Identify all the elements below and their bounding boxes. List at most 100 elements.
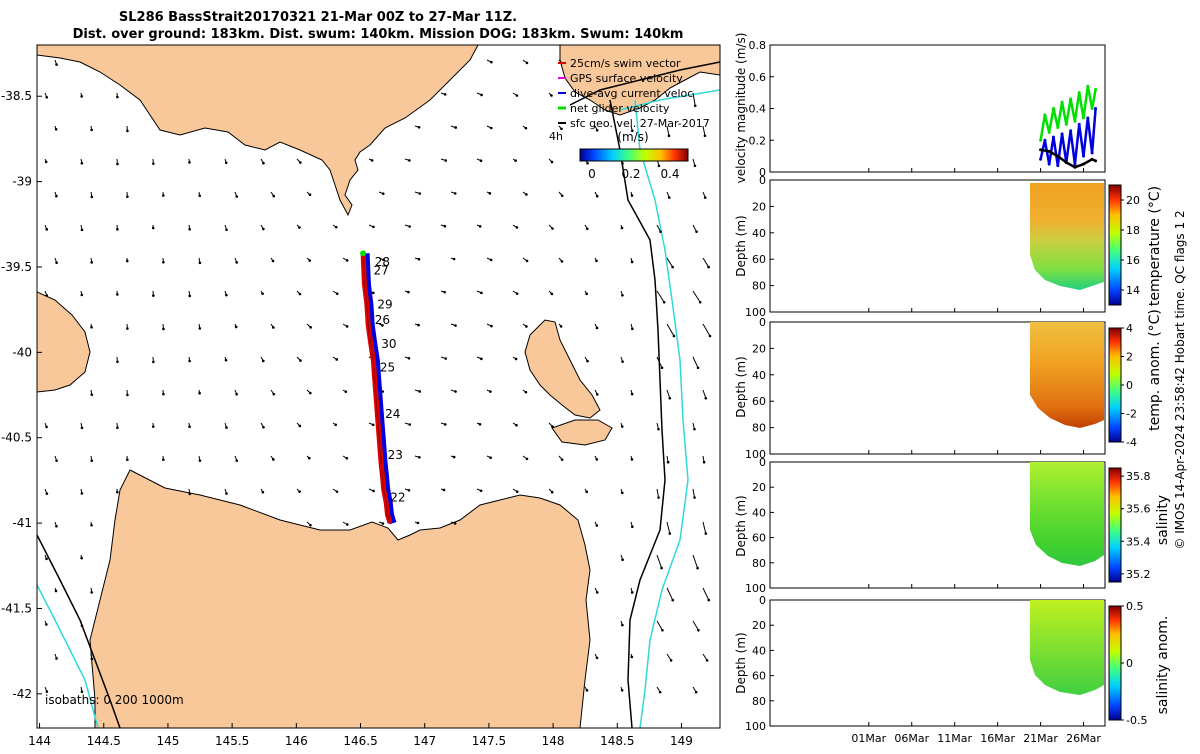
velocity-arrow-head (631, 194, 634, 197)
velocity-point (1078, 123, 1081, 126)
depth-tick-label: 80 (752, 422, 766, 435)
velocity-arrow-head (188, 228, 191, 231)
velocity-arrow-head (668, 134, 671, 137)
temperature-cbar-label: temperature (°C) (1147, 186, 1163, 306)
velocity-arrow-head (454, 324, 457, 327)
velocity-arrow-head (479, 423, 482, 426)
velocity-arrow-head (703, 461, 706, 464)
velocity-arrow-head (660, 567, 663, 570)
velocity-arrow-head (199, 262, 202, 265)
legend-swim: 25cm/s swim vector (570, 57, 681, 70)
temp-anom-cbar-label: temp. anom. (°C) (1147, 309, 1163, 431)
velocity-point (1082, 117, 1085, 120)
velocity-arrow-head (91, 196, 94, 199)
velocity-arrow-head (516, 226, 519, 229)
velocity-arrow-head (80, 557, 83, 560)
velocity-arrow-head (444, 159, 447, 162)
velocity-arrow-head (372, 292, 375, 295)
velocity-arrow-head (199, 459, 202, 462)
velocity-arrow-head (116, 163, 119, 166)
velocity-arrow-head (382, 522, 385, 525)
velocity-arrow-head (526, 260, 529, 263)
velocity-arrow-head (709, 335, 712, 338)
velocity-point (1073, 166, 1076, 169)
cbar-tick-label: 35.2 (1126, 568, 1151, 581)
velocity-point (1069, 129, 1072, 132)
footer-credit: © IMOS 14-Apr-2024 23:58:42 Hobart time.… (1173, 210, 1187, 549)
velocity-arrow-head (152, 162, 155, 165)
velocity-arrow-head (525, 127, 528, 130)
velocity-arrow-head (696, 567, 699, 570)
lat-tick-label: -42 (12, 687, 32, 701)
velocity-arrow-head (490, 61, 493, 64)
lon-tick-label: 149 (670, 734, 693, 748)
depth-tick-label: 60 (752, 395, 766, 408)
velocity-arrow-head (45, 96, 48, 99)
velocity-arrow-head (235, 261, 238, 264)
lon-tick-label: 145 (156, 734, 179, 748)
velocity-arrow-head (126, 130, 129, 133)
velocity-arrow-head (631, 656, 634, 659)
cbar-tick-label: 2 (1126, 351, 1133, 364)
velocity-arrow-head (299, 425, 302, 428)
day-label: 24 (385, 407, 400, 421)
velocity-arrow-head (480, 292, 483, 295)
velocity-arrow-head (116, 96, 119, 99)
velocity-arrow-head (586, 689, 589, 692)
velocity-arrow-head (515, 424, 518, 427)
lat-tick-label: -38.5 (1, 89, 32, 103)
velocity-arrow-head (417, 522, 420, 525)
velocity-arrow-head (418, 192, 421, 195)
velocity-arrow-head (188, 360, 191, 363)
velocity-arrow-head (346, 457, 349, 460)
lat-tick-label: -39 (12, 175, 32, 189)
velocity-arrow-head (408, 423, 411, 426)
velocity-point (1039, 139, 1042, 142)
velocity-arrow-head (444, 225, 447, 228)
temperature-colorbar (1109, 185, 1121, 305)
velocity-point (1073, 120, 1076, 123)
velocity-arrow-head (514, 159, 517, 162)
velocity-arrow-head (489, 192, 492, 195)
velocity-arrow-head (198, 392, 201, 395)
velocity-arrow-head (595, 458, 598, 461)
velocity-arrow-head (479, 225, 482, 228)
velocity-arrow-head (693, 428, 696, 431)
velocity-arrow-head (225, 228, 228, 231)
velocity-point (1043, 113, 1046, 116)
map-colorbar-label: (m/s) (617, 130, 648, 144)
velocity-arrow-head (116, 491, 119, 494)
velocity-arrow-head (631, 393, 634, 396)
velocity-arrow-head (621, 558, 624, 561)
depth-tick-label: 60 (752, 253, 766, 266)
velocity-arrow-head (695, 691, 698, 694)
velocity-arrow-head (55, 459, 58, 462)
lon-tick-label: 147 (413, 734, 436, 748)
velocity-arrow-head (55, 261, 58, 264)
velocity-arrow-head (480, 489, 483, 492)
velocity-point (1056, 155, 1059, 158)
temperature-field (1030, 183, 1104, 290)
velocity-arrow-head (188, 493, 191, 496)
velocity-arrow-head (372, 490, 375, 493)
time-series-panels: 00.20.40.60.8 velocity magnitude (m/s) D… (734, 33, 1187, 745)
velocity-arrow-head (480, 94, 483, 97)
velocity-arrow-head (309, 524, 312, 527)
cbar-tick-label: 18 (1126, 224, 1140, 237)
velocity-arrow-head (272, 458, 275, 461)
lat-tick-label: -40.5 (1, 431, 32, 445)
velocity-arrow-head (490, 127, 493, 130)
day-label: 26 (375, 313, 390, 327)
velocity-arrow-head (444, 423, 447, 426)
velocity-arrow-head (490, 259, 493, 262)
velocity-arrow-head (417, 324, 420, 327)
velocity-arrow-head (631, 458, 634, 461)
velocity-arrow-head (299, 161, 302, 164)
velocity-arrow-head (152, 425, 155, 428)
velocity-arrow-head (694, 164, 697, 167)
velocity-arrow-head (661, 367, 664, 370)
velocity-arrow-head (621, 227, 624, 230)
velocity-arrow-head (198, 194, 201, 197)
velocity-arrow-head (515, 358, 518, 361)
velocity-arrow-head (90, 459, 93, 462)
